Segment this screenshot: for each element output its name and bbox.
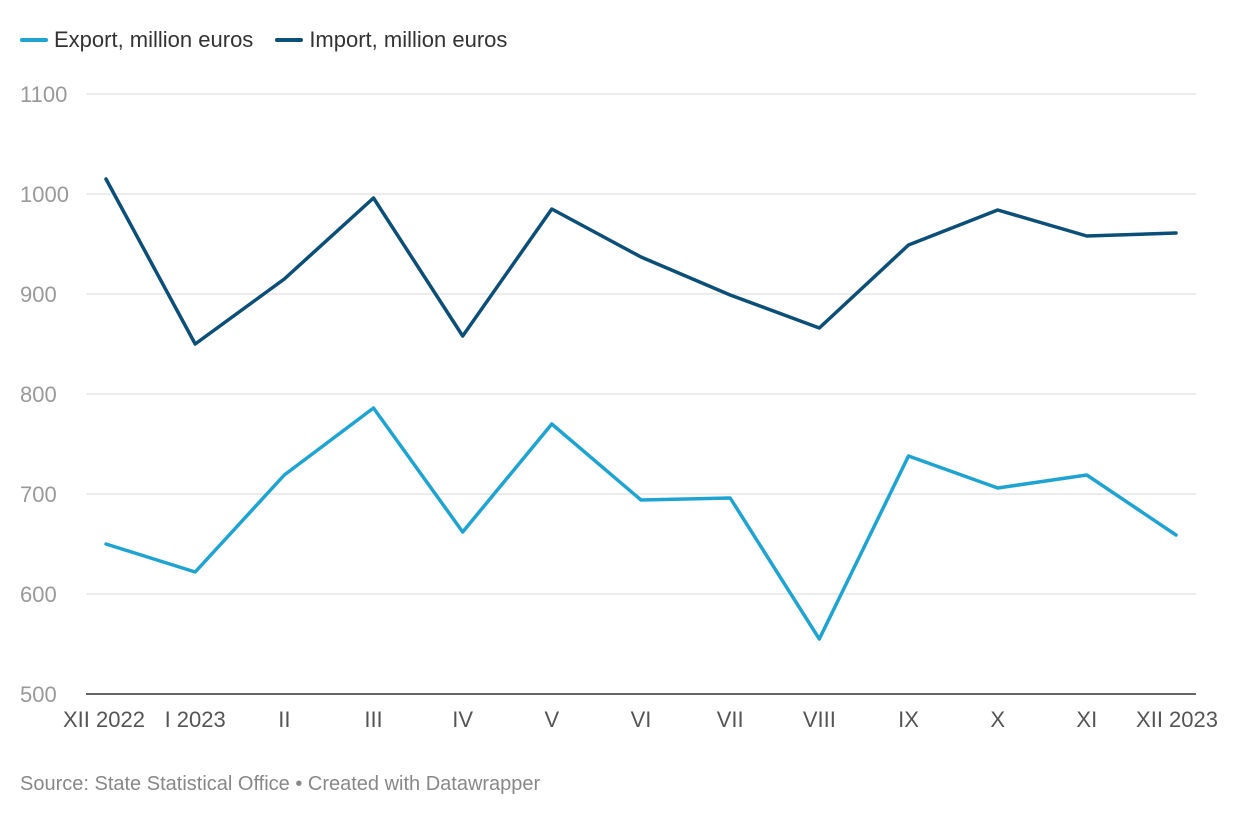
x-tick-label: XII 2022 — [63, 707, 145, 732]
x-tick-label: IV — [452, 707, 473, 732]
y-tick-label: 600 — [20, 582, 57, 607]
x-tick-label: I 2023 — [165, 707, 226, 732]
legend-label: Export, million euros — [54, 27, 254, 52]
legend-swatch — [275, 38, 304, 42]
y-tick-label: 900 — [20, 282, 57, 307]
y-tick-label: 800 — [20, 382, 57, 407]
series-line-export — [104, 406, 1178, 641]
chart-legend: Export, million euros Import, million eur… — [20, 24, 507, 56]
x-tick-label: V — [544, 707, 559, 732]
y-tick-label: 1000 — [20, 182, 69, 207]
x-tick-label: XII 2023 — [1136, 707, 1218, 732]
x-tick-label: II — [278, 707, 290, 732]
x-tick-label: VII — [717, 707, 744, 732]
y-tick-label: 700 — [20, 482, 57, 507]
x-tick-label: IX — [898, 707, 919, 732]
y-axis-ticks: 500 600 700 800 900 1000 1100 — [20, 82, 69, 707]
legend-swatch — [20, 38, 48, 42]
legend-item: Import, million euros — [275, 27, 507, 53]
x-tick-label: III — [364, 707, 382, 732]
gridlines — [86, 93, 1196, 695]
series-line-import — [104, 177, 1178, 346]
x-tick-label: XI — [1076, 707, 1097, 732]
source-note: Source: State Statistical Office • Creat… — [20, 773, 541, 795]
x-tick-label: VI — [631, 707, 652, 732]
x-axis-ticks: XII 2022 I 2023 II III IV V VI VII VIII IX X XI XII … — [63, 707, 1218, 732]
y-tick-label: 500 — [20, 682, 57, 707]
y-tick-label: 1100 — [20, 82, 67, 107]
x-tick-label: VIII — [803, 707, 836, 732]
legend-item: Export, million euros — [20, 27, 253, 53]
legend-label: Import, million euros — [309, 27, 508, 52]
x-tick-label: X — [990, 707, 1005, 732]
series-lines — [104, 177, 1178, 641]
